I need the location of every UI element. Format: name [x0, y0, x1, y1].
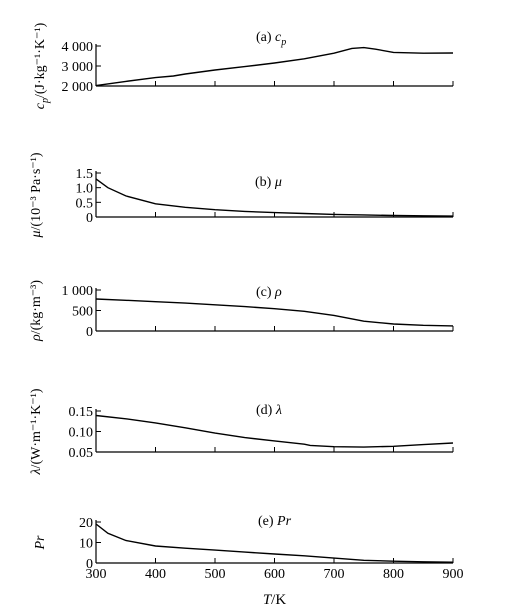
- y-axis-label-symbol: Pr: [33, 535, 48, 551]
- y-axis-label-sub: p: [40, 98, 51, 104]
- x-axis-label-unit: /K: [271, 592, 286, 608]
- x-tick-label: 700: [324, 567, 345, 582]
- panel-title-sub: p: [280, 37, 286, 48]
- panel-title-symbol: μ: [274, 175, 282, 190]
- y-tick-label: 4 000: [62, 40, 94, 55]
- panel-title: (e) Pr: [258, 514, 292, 529]
- panel-title-prefix: (d): [256, 403, 276, 418]
- y-axis-label-unit: /(W·m⁻¹·K⁻¹): [29, 388, 44, 468]
- y-tick-label: 0.5: [76, 196, 94, 211]
- x-tick-label: 600: [264, 567, 285, 582]
- y-tick-label: 500: [72, 305, 93, 320]
- panel-title-prefix: (a): [256, 30, 275, 45]
- panel-title-symbol: c: [275, 30, 282, 45]
- y-axis-label: λ/(W·m⁻¹·K⁻¹): [29, 388, 44, 475]
- y-tick-label: 2 000: [62, 80, 94, 95]
- panel-title-symbol: Pr: [276, 514, 292, 529]
- panel-title-symbol: ρ: [274, 285, 282, 300]
- y-tick-label: 0.05: [69, 446, 94, 461]
- y-axis-label-symbol: c: [33, 102, 48, 109]
- y-axis-label-unit: /(J·kg⁻¹·K⁻¹): [33, 22, 48, 98]
- panel-1: 00.51.01.5(b) μμ/(10⁻³ Pa·s⁻¹): [29, 152, 454, 239]
- series-line: [95, 298, 454, 327]
- x-axis-label-symbol: T: [263, 592, 273, 608]
- x-tick-label: 400: [145, 567, 166, 582]
- y-tick-label: 0: [86, 211, 93, 226]
- panel-title-prefix: (c): [256, 285, 275, 300]
- y-axis-label-unit: /(10⁻³ Pa·s⁻¹): [29, 152, 44, 230]
- series-line: [95, 414, 454, 448]
- panel-title: (b) μ: [255, 175, 282, 190]
- panel-3: 0.050.100.15 (d) λλ/(W·m⁻¹·K⁻¹): [29, 388, 454, 476]
- panel-title: (d) λ: [256, 403, 282, 418]
- y-axis-label: μ/(10⁻³ Pa·s⁻¹): [29, 152, 44, 238]
- y-axis-label: Pr: [33, 535, 48, 551]
- x-tick-label: 800: [383, 567, 404, 582]
- series-line: [95, 523, 454, 563]
- panel-title: (c) ρ: [256, 285, 282, 300]
- y-tick-label: 0.10: [69, 426, 94, 441]
- x-tick-label: 300: [86, 567, 107, 582]
- x-tick-label: 500: [205, 567, 226, 582]
- series-line: [95, 178, 454, 217]
- panel-title-prefix: (b): [255, 175, 275, 190]
- y-tick-label: 0: [86, 325, 93, 340]
- x-axis-label: T/K: [263, 592, 287, 608]
- y-tick-label: 0.15: [69, 405, 94, 420]
- y-tick-label: 1 000: [62, 284, 94, 299]
- y-axis-label-symbol: λ: [29, 468, 44, 475]
- y-tick-label: 10: [79, 537, 93, 552]
- y-axis-label: ρ/(kg·m⁻³): [29, 280, 44, 342]
- y-tick-label: 20: [79, 516, 93, 531]
- y-axis-label: cp/(J·kg⁻¹·K⁻¹): [33, 22, 51, 109]
- x-tick-label: 900: [443, 567, 464, 582]
- series-line: [95, 46, 454, 87]
- y-tick-label: 0: [86, 557, 93, 572]
- panel-title: (a) cp: [256, 30, 286, 48]
- y-tick-label: 3 000: [62, 60, 94, 75]
- y-axis-label-symbol: ρ: [29, 334, 44, 342]
- y-axis-label-symbol: μ: [29, 230, 44, 238]
- y-tick-label: 1.0: [76, 182, 94, 197]
- panel-title-symbol: λ: [275, 403, 282, 418]
- y-axis-label-unit: /(kg·m⁻³): [29, 280, 44, 335]
- y-tick-label: 1.5: [76, 167, 94, 182]
- panel-title-prefix: (e): [258, 514, 277, 529]
